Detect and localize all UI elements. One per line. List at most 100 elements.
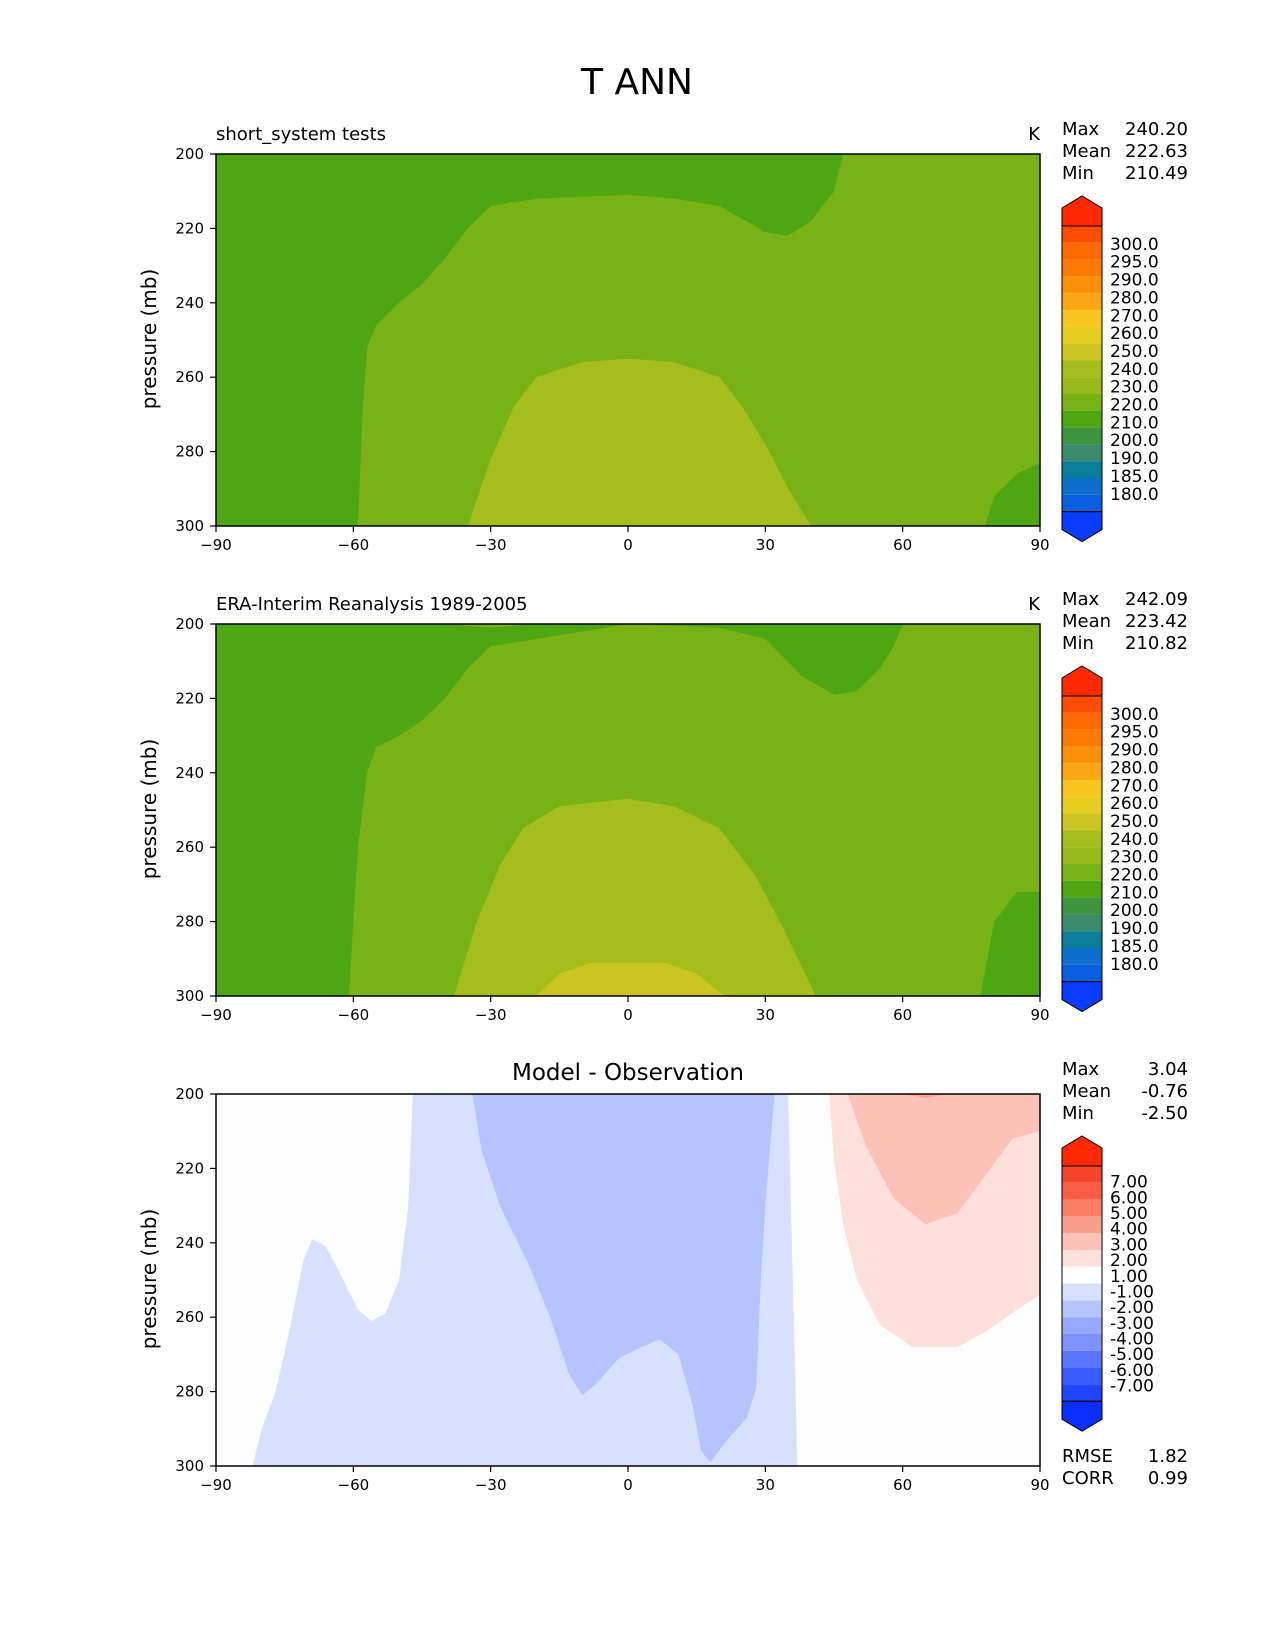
colorbar-segment [1062, 864, 1102, 881]
colorbar-label: 280.0 [1110, 288, 1159, 308]
stat-mean-label: Mean [1062, 141, 1111, 162]
colorbar-segment [1062, 796, 1102, 814]
x-tick-label: 30 [756, 1476, 775, 1494]
ylabel: pressure (mb) [137, 739, 161, 880]
colorbar-label: 240.0 [1110, 360, 1159, 380]
panel-model: short_system tests K pressure (mb) Max 2… [137, 119, 1188, 554]
y-tick-label: 240 [175, 294, 204, 312]
contour-region-220 [216, 624, 903, 996]
colorbar-segment [1062, 1384, 1102, 1402]
x-tick-label: 30 [756, 536, 775, 554]
colorbar-label: 1.00 [1110, 1267, 1148, 1287]
x-tick-label: −90 [200, 1476, 232, 1494]
colorbar-segment [1062, 293, 1102, 310]
colorbar-segment [1062, 1216, 1102, 1234]
colorbar-label: 220.0 [1110, 396, 1159, 416]
stats-box: Max 242.09 Mean 223.42 Min 210.82 [1062, 589, 1188, 654]
colorbar-extend-min [1061, 511, 1103, 543]
colorbar-label: 290.0 [1110, 271, 1159, 291]
colorbar-label: 250.0 [1110, 812, 1159, 832]
colorbar-label: 5.00 [1110, 1204, 1148, 1224]
colorbar-label: -5.00 [1110, 1345, 1154, 1365]
colorbar-label: 250.0 [1110, 342, 1159, 362]
stat-mean-label: Mean [1062, 1081, 1111, 1102]
x-tick-label: −60 [338, 536, 370, 554]
colorbar-segment [1062, 964, 1102, 982]
colorbar-frame [1061, 225, 1103, 513]
y-tick-label: 240 [175, 1234, 204, 1252]
colorbar-label: 295.0 [1110, 253, 1159, 273]
colorbar-segment [1062, 242, 1102, 260]
colorbar-segment [1062, 780, 1102, 797]
colorbar-segment [1062, 410, 1102, 428]
colorbar-label: 290.0 [1110, 741, 1159, 761]
colorbar-segment [1062, 763, 1102, 780]
stat-corr-label: CORR [1062, 1468, 1114, 1489]
y-tick-label: 280 [175, 1383, 204, 1401]
colorbar-segment [1062, 880, 1102, 898]
colorbar-label: 200.0 [1110, 431, 1159, 451]
x-tick-label: −90 [200, 1006, 232, 1024]
colorbar-segment [1062, 830, 1102, 848]
x-tick-label: 30 [756, 1006, 775, 1024]
stats-box: Max 240.20 Mean 222.63 Min 210.49 [1062, 119, 1188, 184]
panel-title-left: ERA-Interim Reanalysis 1989-2005 [216, 594, 528, 615]
y-tick-label: 300 [175, 987, 204, 1005]
colorbar-label: 4.00 [1110, 1220, 1148, 1240]
colorbar-label: 185.0 [1110, 937, 1159, 957]
colorbar-segment [1062, 1266, 1102, 1284]
stat-max-label: Max [1062, 119, 1100, 140]
colorbar-label: 2.00 [1110, 1251, 1148, 1271]
y-tick-label: 200 [175, 615, 204, 633]
colorbar-label: 300.0 [1110, 235, 1159, 255]
stat-max-label: Max [1062, 1059, 1100, 1080]
colorbar-segment [1062, 1283, 1102, 1301]
colorbar-segment [1062, 226, 1102, 243]
colorbar-segment [1062, 1334, 1102, 1351]
colorbar-extend-max [1061, 665, 1103, 697]
stat-mean-value: -0.76 [1141, 1081, 1188, 1102]
colorbar-label: 180.0 [1110, 485, 1159, 505]
colorbar-segment [1062, 377, 1102, 394]
colorbar-label: 185.0 [1110, 467, 1159, 487]
colorbar-extend-max [1061, 1135, 1103, 1167]
stats-box: Max 3.04 Mean -0.76 Min -2.50 RMSE 1.82 … [1062, 1059, 1188, 1489]
stat-min-value: -2.50 [1141, 1103, 1188, 1124]
x-tick-label: −90 [200, 536, 232, 554]
colorbar-label: 6.00 [1110, 1188, 1148, 1208]
colorbar-segment [1062, 696, 1102, 713]
ylabel: pressure (mb) [137, 269, 161, 410]
y-tick-label: 260 [175, 368, 204, 386]
colorbar-segment [1062, 461, 1102, 478]
colorbar-segment [1062, 1367, 1102, 1385]
x-tick-label: 60 [893, 1006, 912, 1024]
y-tick-label: 300 [175, 1457, 204, 1475]
colorbar-segment [1062, 326, 1102, 344]
y-tick-label: 260 [175, 1308, 204, 1326]
x-tick-label: −30 [475, 1006, 507, 1024]
colorbar-label: 270.0 [1110, 776, 1159, 796]
colorbar-segment [1062, 948, 1102, 965]
colorbar-segment [1062, 478, 1102, 495]
colorbar-segment [1062, 1300, 1102, 1318]
panel-reference: ERA-Interim Reanalysis 1989-2005 K press… [137, 589, 1188, 1024]
x-tick-label: −30 [475, 536, 507, 554]
contour-region-plus3 [902, 1094, 949, 1098]
stat-mean-value: 223.42 [1125, 611, 1188, 632]
colorbar: 7.006.005.004.003.002.001.00-1.00-2.00-3… [1061, 1135, 1154, 1432]
colorbar-label: 210.0 [1110, 413, 1159, 433]
x-tick-label: 90 [1030, 1476, 1049, 1494]
colorbar-label: 295.0 [1110, 723, 1159, 743]
stat-min-label: Min [1062, 1103, 1094, 1124]
colorbar-label: 7.00 [1110, 1173, 1148, 1193]
colorbar-label: -4.00 [1110, 1329, 1154, 1349]
colorbar-segment [1062, 1233, 1102, 1250]
colorbar-segment [1062, 259, 1102, 277]
colorbar-segment [1062, 746, 1102, 764]
contour-region-220NEcorner [985, 462, 1040, 526]
y-tick-label: 280 [175, 443, 204, 461]
stat-max-value: 240.20 [1125, 119, 1188, 140]
colorbar-label: 180.0 [1110, 955, 1159, 975]
colorbar-label: -2.00 [1110, 1298, 1154, 1318]
